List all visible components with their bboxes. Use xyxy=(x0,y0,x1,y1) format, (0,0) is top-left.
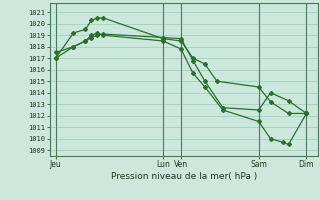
X-axis label: Pression niveau de la mer( hPa ): Pression niveau de la mer( hPa ) xyxy=(111,172,257,181)
